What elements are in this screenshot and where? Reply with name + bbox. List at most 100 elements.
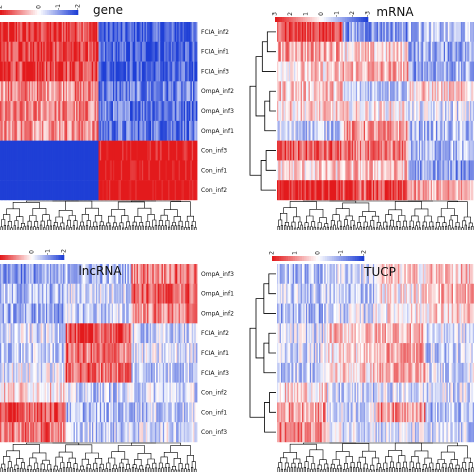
- heatmap-cell: [13, 101, 15, 122]
- heatmap-cell: [55, 422, 57, 443]
- heatmap-cell: [97, 120, 99, 141]
- heatmap-cell: [14, 343, 17, 364]
- legend-tick-label: 3: [272, 12, 279, 16]
- heatmap-cell: [409, 303, 412, 324]
- heatmap-cell: [107, 362, 110, 383]
- heatmap-cell: [332, 120, 334, 141]
- heatmap-cell: [299, 101, 302, 122]
- heatmap-cell: [372, 160, 375, 181]
- heatmap-cell: [451, 180, 454, 201]
- heatmap-cell: [126, 120, 128, 141]
- heatmap-cell: [433, 101, 435, 122]
- heatmap-cell: [45, 120, 48, 141]
- heatmap-cell: [183, 382, 186, 403]
- heatmap-cell: [470, 81, 472, 102]
- heatmap-cell: [456, 140, 459, 161]
- heatmap-cell: [311, 140, 313, 161]
- heatmap-cell: [14, 81, 17, 102]
- heatmap-cell: [101, 402, 103, 423]
- heatmap-cell: [298, 22, 300, 42]
- heatmap-cell: [405, 22, 408, 42]
- heatmap-cell: [181, 343, 183, 364]
- heatmap-cell: [298, 283, 300, 304]
- heatmap-cell: [86, 120, 89, 141]
- heatmap-cell: [44, 303, 47, 324]
- heatmap-cell: [400, 101, 403, 122]
- heatmap-cell: [149, 422, 152, 443]
- heatmap-cell: [466, 283, 468, 304]
- heatmap-cell: [301, 41, 304, 62]
- heatmap-cell: [141, 41, 144, 62]
- heatmap-cell: [382, 41, 384, 62]
- heatmap-cell: [97, 382, 99, 403]
- heatmap-cell: [63, 22, 65, 42]
- heatmap-cell: [89, 22, 92, 42]
- heatmap-cell: [371, 41, 374, 62]
- heatmap-cell: [36, 81, 39, 102]
- heatmap-cell: [316, 264, 319, 284]
- heatmap-cell: [94, 101, 97, 122]
- heatmap-cell: [382, 22, 384, 42]
- heatmap-cell: [162, 101, 165, 122]
- heatmap-cell: [388, 264, 391, 284]
- dendrogram-branch: [449, 219, 453, 228]
- heatmap-cell: [144, 101, 147, 122]
- heatmap-cell: [169, 120, 172, 141]
- heatmap-cell: [426, 264, 429, 284]
- heatmap-cell: [141, 382, 144, 403]
- heatmap-cell: [42, 343, 44, 364]
- heatmap-cell: [148, 180, 151, 201]
- heatmap-cell: [126, 283, 128, 304]
- heatmap-cell: [24, 402, 27, 423]
- heatmap-cell: [382, 303, 384, 324]
- heatmap-cell: [39, 264, 42, 284]
- heatmap-cell: [118, 362, 120, 383]
- heatmap-cell: [136, 41, 139, 62]
- heatmap-cell: [17, 362, 19, 383]
- heatmap-cell: [13, 120, 15, 141]
- heatmap-cell: [49, 402, 52, 423]
- dendrogram-branch: [194, 227, 197, 230]
- heatmap-cell: [283, 120, 286, 141]
- heatmap-cell: [40, 283, 43, 304]
- heatmap-cell: [312, 41, 315, 62]
- heatmap-cell: [69, 422, 72, 443]
- heatmap-cell: [410, 61, 413, 82]
- heatmap-cell: [102, 41, 105, 62]
- heatmap-cell: [283, 283, 286, 304]
- heatmap-cell: [63, 303, 65, 324]
- dendrogram-branch: [160, 456, 168, 464]
- heatmap-cell: [128, 160, 131, 181]
- heatmap-cell: [439, 264, 442, 284]
- heatmap-cell: [361, 22, 363, 42]
- heatmap-cell: [366, 101, 369, 122]
- heatmap-cell: [145, 264, 148, 284]
- heatmap-cell: [94, 402, 97, 423]
- heatmap-cell: [42, 22, 44, 42]
- heatmap-cell: [416, 81, 418, 102]
- heatmap-cell: [153, 283, 156, 304]
- dendrogram-branch: [95, 468, 98, 472]
- heatmap-cell: [462, 41, 464, 62]
- heatmap-cell: [32, 61, 35, 82]
- heatmap-cell: [315, 283, 317, 304]
- heatmap-cell: [404, 22, 407, 42]
- heatmap-cell: [136, 303, 139, 324]
- heatmap-cell: [149, 81, 152, 102]
- heatmap-cell: [17, 120, 19, 141]
- dendrogram-branch: [148, 226, 151, 230]
- dendrogram-branch: [72, 225, 75, 230]
- heatmap-cell: [122, 160, 124, 181]
- heatmap-cell: [38, 402, 40, 423]
- heatmap-cell: [317, 303, 320, 324]
- heatmap-cell: [170, 382, 173, 403]
- heatmap-cell: [169, 160, 172, 181]
- heatmap-cell: [53, 264, 56, 284]
- heatmap-cell: [133, 382, 136, 403]
- heatmap-cell: [435, 61, 438, 82]
- dendrogram-branch: [112, 226, 115, 230]
- heatmap-cell: [303, 101, 305, 122]
- heatmap-cell: [162, 362, 165, 383]
- heatmap-cell: [333, 61, 336, 82]
- heatmap-cell: [127, 402, 130, 423]
